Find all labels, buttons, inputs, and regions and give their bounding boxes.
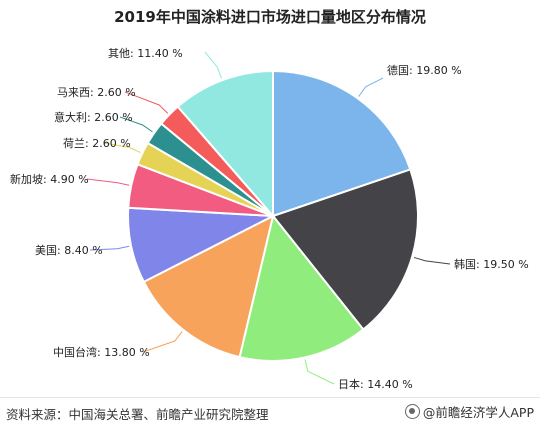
leader-line-5 (89, 245, 130, 251)
pie-slice-10 (176, 69, 274, 219)
slice-label-8: 意大利: 2.60 % (54, 110, 133, 124)
leader-lines (86, 51, 451, 385)
slice-label-3: 日本: 14.40 % (338, 377, 413, 391)
slice-labels: 德国: 19.80 % 韩国: 19.50 % 日本: 14.40 % 中国台湾: 1… (10, 47, 529, 391)
leader-line-3 (304, 359, 335, 385)
slice-label-7: 荷兰: 2.60 % (63, 137, 131, 150)
leader-line-10 (204, 51, 222, 79)
slice-label-9: 马来西: 2.60 % (57, 86, 136, 99)
slice-label-1: 德国: 19.80 % (387, 63, 462, 77)
brand-logo-icon (404, 404, 420, 419)
footer-divider (0, 397, 540, 398)
brand-text: @前瞻经济学人APP (422, 405, 534, 420)
pie-slice-4 (142, 214, 275, 359)
slice-label-2: 韩国: 19.50 % (454, 257, 529, 271)
source-note: 资料来源：中国海关总署、前瞻产业研究院整理 (6, 407, 269, 422)
slice-label-4: 中国台湾: 13.80 % (53, 345, 150, 359)
leader-line-6 (86, 178, 130, 186)
pie-slice-3 (238, 213, 365, 362)
leader-line-9 (124, 91, 169, 114)
slice-label-5: 美国: 8.40 % (35, 244, 103, 257)
pie-chart: 德国: 19.80 % 韩国: 19.50 % 日本: 14.40 % 中国台湾: 1… (10, 47, 529, 391)
slice-label-10: 其他: 11.40 % (108, 47, 183, 60)
chart-title: 2019年中国涂料进口市场进口量地区分布情况 (114, 8, 426, 26)
pie-slice-2 (271, 168, 419, 331)
leader-line-4 (142, 331, 183, 353)
leader-line-1 (358, 77, 384, 97)
pie-slices (127, 69, 419, 362)
leader-line-7 (103, 142, 141, 154)
leader-line-8 (119, 116, 153, 133)
brand-watermark: @前瞻经济学人APP (404, 402, 534, 421)
slice-label-6: 新加坡: 4.90 % (10, 172, 89, 186)
leader-line-2 (413, 256, 451, 265)
pie-slice-1 (272, 69, 412, 218)
